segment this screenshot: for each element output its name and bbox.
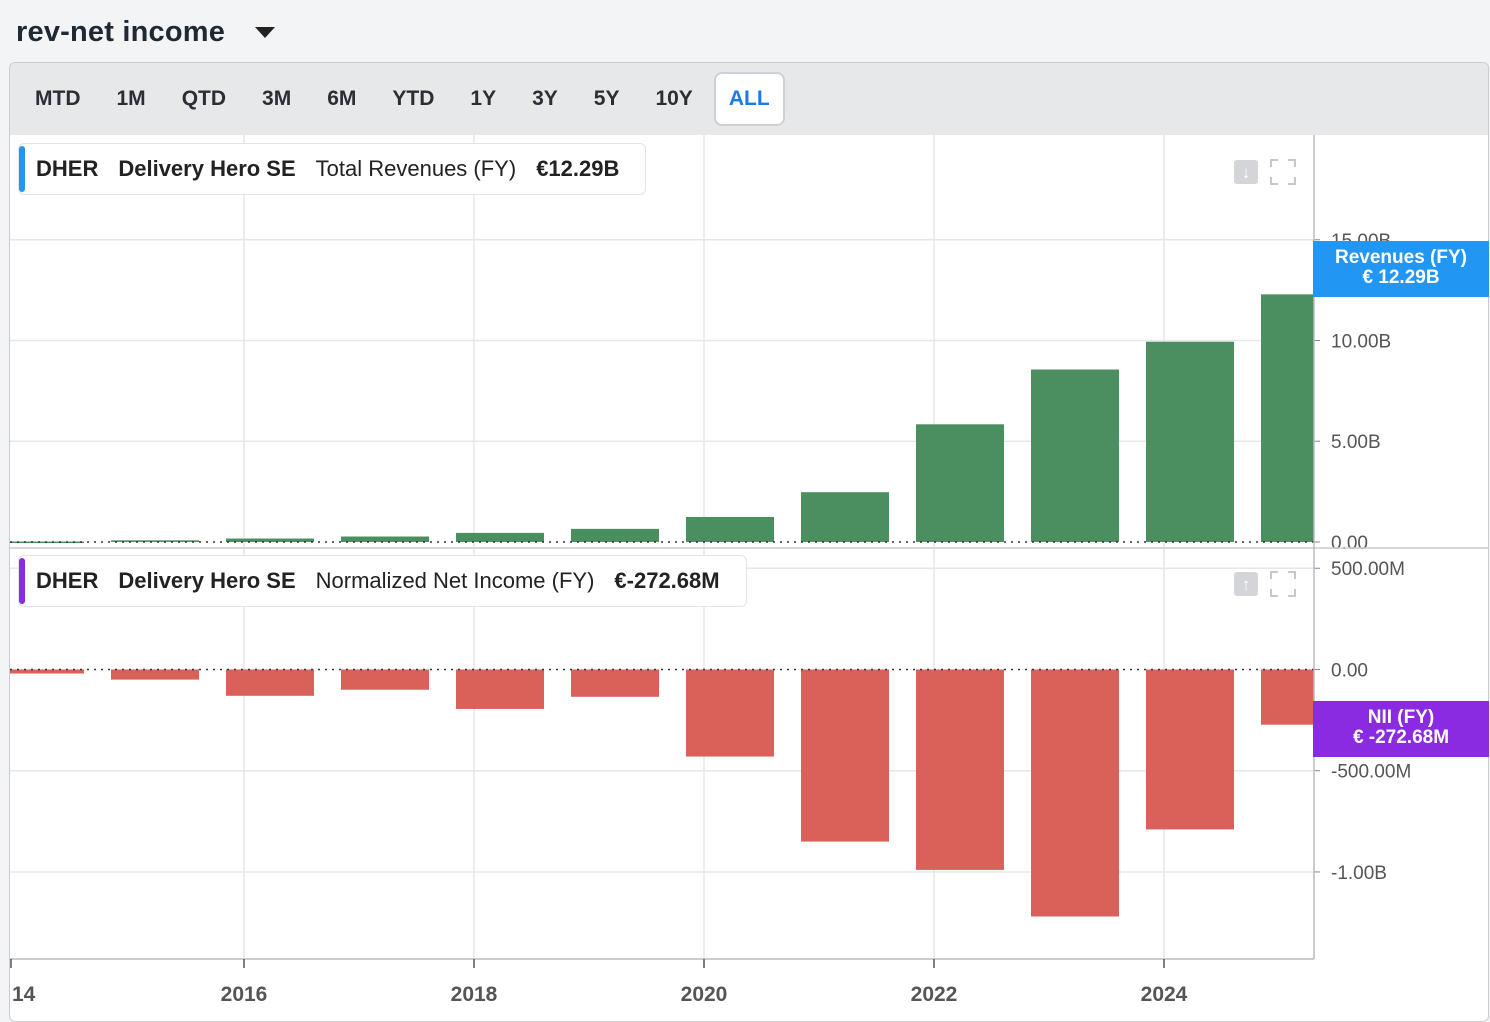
- revenue-bar-2016[interactable]: [226, 538, 314, 542]
- income-company: Delivery Hero SE: [118, 568, 296, 593]
- revenue-value: €12.29B: [536, 156, 620, 181]
- revenue-bar-2025[interactable]: [1261, 294, 1314, 542]
- x-tick-label: 2016: [221, 983, 268, 1006]
- revenue-bar-2019[interactable]: [571, 528, 659, 542]
- x-tick-label: 2018: [451, 983, 498, 1006]
- income-y-tick-label: 0.00: [1331, 660, 1368, 681]
- income-bar-2022[interactable]: [916, 669, 1004, 870]
- income-tag-label: NII (FY): [1367, 707, 1435, 728]
- income-bar-2024[interactable]: [1146, 669, 1234, 830]
- x-tick-label: 2024: [1141, 983, 1188, 1006]
- x-tick-label: 14: [12, 983, 36, 1006]
- income-bar-2023[interactable]: [1031, 669, 1119, 917]
- revenue-bar-2023[interactable]: [1031, 369, 1119, 542]
- range-button-3m[interactable]: 3M: [262, 87, 292, 110]
- range-button-1y[interactable]: 1Y: [470, 87, 497, 110]
- range-button-mtd[interactable]: MTD: [35, 87, 81, 110]
- revenue-accent: [19, 146, 25, 192]
- income-ticker: DHER: [36, 568, 99, 593]
- income-y-tick-label: 500.00M: [1331, 559, 1405, 580]
- move-up-icon[interactable]: ↑: [1234, 572, 1258, 596]
- x-tick-label: 2022: [911, 983, 958, 1006]
- range-button-6m[interactable]: 6M: [327, 87, 357, 110]
- income-bar-2018[interactable]: [456, 669, 544, 709]
- revenue-bar-2017[interactable]: [341, 536, 429, 542]
- income-bar-2020[interactable]: [686, 669, 774, 757]
- income-legend: DHER Delivery Hero SE Normalized Net Inc…: [18, 555, 747, 607]
- income-value: €-272.68M: [614, 568, 720, 593]
- page-title: rev-net income: [16, 15, 226, 48]
- expand-icon[interactable]: [1270, 571, 1296, 597]
- chevron-down-icon[interactable]: [255, 26, 276, 38]
- income-value-tag: NII (FY) € -272.68M: [1313, 701, 1489, 757]
- range-button-5y[interactable]: 5Y: [593, 87, 620, 110]
- revenue-bar-2015[interactable]: [111, 540, 199, 542]
- revenue-bar-2018[interactable]: [456, 532, 544, 542]
- income-metric: Normalized Net Income (FY): [315, 568, 595, 593]
- revenue-value-tag: Revenues (FY) € 12.29B: [1313, 241, 1489, 297]
- income-bar-2014[interactable]: [10, 669, 84, 674]
- revenue-y-tick-label: 10.00B: [1331, 331, 1391, 352]
- range-button-10y[interactable]: 10Y: [655, 87, 693, 110]
- income-pane-tools: ↑: [1234, 571, 1296, 597]
- revenue-y-tick-label: 0.00: [1331, 533, 1368, 554]
- range-button-qtd[interactable]: QTD: [181, 87, 227, 110]
- revenue-y-tick-label: 5.00B: [1331, 432, 1381, 453]
- revenue-pane-tools: ↓: [1234, 159, 1296, 185]
- revenue-bar-2020[interactable]: [686, 516, 774, 542]
- range-selector: MTD 1M QTD 3M 6M YTD 1Y 3Y 5Y 10Y ALL: [10, 63, 1488, 135]
- move-down-icon[interactable]: ↓: [1234, 160, 1258, 184]
- range-button-1m[interactable]: 1M: [116, 87, 146, 110]
- revenue-ticker: DHER: [36, 156, 99, 181]
- x-tick-label: 2020: [681, 983, 728, 1006]
- revenue-tag-value: € 12.29B: [1362, 267, 1440, 288]
- income-bar-2019[interactable]: [571, 669, 659, 697]
- income-bar-2017[interactable]: [341, 669, 429, 690]
- range-button-all[interactable]: ALL: [713, 72, 785, 126]
- revenue-legend: DHER Delivery Hero SE Total Revenues (FY…: [18, 143, 647, 195]
- revenue-bar-2021[interactable]: [801, 492, 889, 542]
- income-y-tick-label: -1.00B: [1331, 863, 1387, 884]
- chart-panel: MTD 1M QTD 3M 6M YTD 1Y 3Y 5Y 10Y ALL 0.00 5.00B 10.…: [9, 62, 1489, 1022]
- income-bar-2021[interactable]: [801, 669, 889, 842]
- revenue-metric: Total Revenues (FY): [315, 156, 517, 181]
- income-accent: [19, 558, 25, 604]
- title-bar: rev-net income: [16, 12, 276, 52]
- income-bar-2015[interactable]: [111, 669, 199, 680]
- revenue-bar-2022[interactable]: [916, 424, 1004, 542]
- expand-icon[interactable]: [1270, 159, 1296, 185]
- range-button-ytd[interactable]: YTD: [392, 87, 435, 110]
- income-bar-2025[interactable]: [1261, 669, 1314, 725]
- income-tag-value: € -272.68M: [1352, 727, 1450, 748]
- range-button-3y[interactable]: 3Y: [532, 87, 558, 110]
- chart-canvas[interactable]: 0.005.00B10.00B15.00B500.00M0.00-500.00M…: [10, 63, 1489, 1022]
- income-bar-2016[interactable]: [226, 669, 314, 696]
- revenue-bar-2024[interactable]: [1146, 341, 1234, 542]
- income-y-tick-label: -500.00M: [1331, 762, 1411, 783]
- revenue-tag-label: Revenues (FY): [1335, 247, 1467, 268]
- revenue-company: Delivery Hero SE: [118, 156, 296, 181]
